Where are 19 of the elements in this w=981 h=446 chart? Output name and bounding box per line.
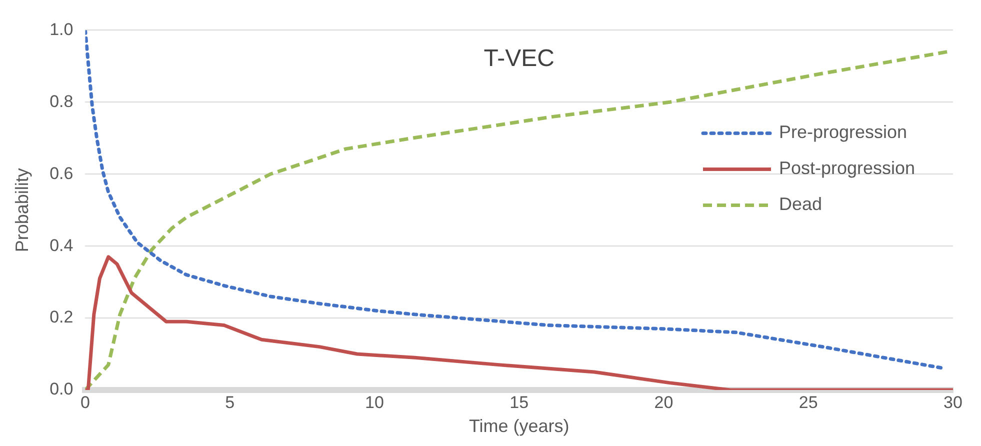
legend-label: Dead <box>779 194 822 214</box>
x-tick-label: 5 <box>225 392 235 412</box>
legend-label: Pre-progression <box>779 122 908 142</box>
x-tick-label: 10 <box>365 392 384 412</box>
x-tick-label: 15 <box>510 392 529 412</box>
x-tick-label: 20 <box>654 392 674 412</box>
y-tick-label: 0.8 <box>50 92 74 111</box>
y-tick-label: 0.2 <box>50 308 74 327</box>
y-axis-title: Probability <box>12 168 32 252</box>
y-tick-label: 1.0 <box>50 20 74 39</box>
x-tick-label: 30 <box>944 392 962 412</box>
x-axis-title: Time (years) <box>468 416 570 436</box>
x-tick-label: 25 <box>798 392 818 412</box>
y-tick-label: 0.4 <box>50 236 74 255</box>
legend-label: Post-progression <box>779 158 916 178</box>
x-tick-label: 0 <box>80 392 90 412</box>
y-tick-label: 0.0 <box>50 380 74 399</box>
text: T-VEC <box>484 44 554 72</box>
y-tick-label: 0.6 <box>50 164 74 183</box>
